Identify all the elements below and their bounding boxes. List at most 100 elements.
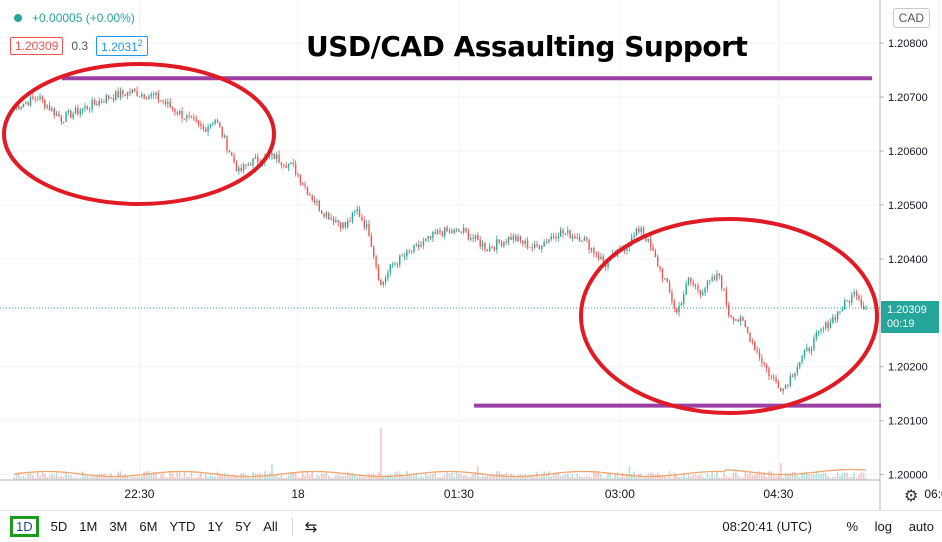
volume-bar [526, 476, 529, 480]
candle-body [560, 230, 562, 237]
candle-body [306, 186, 309, 195]
candle-body [297, 174, 299, 176]
candle-body [543, 241, 545, 247]
candle-body [98, 100, 100, 106]
candle-body [578, 237, 581, 242]
volume-bar [815, 472, 818, 480]
volume-bar [810, 474, 813, 480]
candle-body [119, 90, 122, 98]
x-tick-label: 03:00 [605, 487, 635, 501]
candle-body [219, 122, 221, 128]
candle-body [339, 222, 342, 229]
y-tick-label: 1.20500 [888, 200, 928, 212]
candle-body [675, 307, 678, 313]
candle-body [134, 89, 136, 91]
candle-body [155, 92, 157, 96]
volume-bar [574, 477, 576, 480]
divider [291, 517, 293, 536]
timeframe-1y[interactable]: 1Y [207, 519, 224, 534]
volume-bar [133, 476, 136, 480]
candle-body [536, 244, 538, 246]
x-tick-label: 01:30 [444, 487, 474, 501]
candle-body [318, 201, 320, 211]
volume-bar [581, 476, 583, 480]
log-toggle[interactable]: log [874, 519, 892, 534]
bid-price[interactable]: 1.20309 [10, 37, 64, 55]
candle-body [595, 252, 597, 255]
candle-body [692, 282, 694, 285]
volume-bar [834, 476, 837, 480]
y-tick-label: 1.20700 [888, 92, 928, 104]
candle-body [287, 164, 290, 168]
volume-bar [630, 473, 633, 480]
candle-body [768, 368, 770, 376]
candle-body [299, 174, 302, 184]
date-range-icon[interactable]: ⇆ [304, 518, 318, 536]
timeframe-3m[interactable]: 3M [109, 519, 128, 534]
timeframe-5y[interactable]: 5Y [235, 519, 252, 534]
candle-body [112, 97, 115, 101]
volume-bar [614, 474, 616, 480]
volume-bar [569, 476, 571, 480]
volume-bar [801, 472, 803, 480]
candle-body [758, 351, 761, 358]
volume-bar [439, 476, 441, 480]
volume-bar [432, 474, 434, 480]
candle-body [72, 113, 74, 119]
timeframe-5d[interactable]: 5D [50, 519, 68, 534]
gear-icon[interactable]: ⚙ [904, 488, 919, 505]
volume-bar [382, 477, 384, 480]
candle-body [77, 107, 79, 115]
currency-badge[interactable]: CAD [892, 8, 930, 28]
volume-ma-line [13, 468, 867, 478]
auto-toggle[interactable]: auto [908, 519, 934, 534]
candle-body [465, 228, 467, 232]
candle-body [825, 322, 827, 329]
candle-body [718, 273, 720, 276]
candle-body [822, 328, 825, 330]
candle-body [541, 246, 543, 249]
percent-toggle[interactable]: % [846, 519, 858, 534]
volume-bar [271, 464, 273, 480]
volume-bar [25, 477, 27, 480]
timeframe-all[interactable]: All [263, 519, 278, 534]
volume-bar [780, 463, 782, 480]
candle-body [834, 317, 836, 320]
volume-bar [623, 477, 626, 480]
candle-body [699, 290, 702, 296]
volume-bar [88, 476, 91, 480]
volume-bar [735, 471, 737, 480]
timeframe-1d[interactable]: 1D [10, 516, 39, 537]
volume-bar [266, 475, 269, 480]
candle-body [330, 217, 332, 220]
candle-body [633, 235, 635, 238]
volume-bar [375, 476, 377, 480]
volume-bar [212, 476, 214, 480]
timeframe-1m[interactable]: 1M [79, 519, 98, 534]
candle-body [751, 341, 754, 343]
volume-bar [214, 476, 216, 480]
candle-body [844, 300, 846, 310]
candle-body [702, 292, 704, 296]
timeframe-ytd[interactable]: YTD [169, 519, 196, 534]
volume-bar [664, 475, 666, 480]
volume-bar [538, 477, 541, 480]
volume-bar [782, 477, 784, 480]
ask-price[interactable]: 1.20312 [96, 36, 148, 56]
utc-clock[interactable]: 08:20:41 (UTC) [722, 519, 812, 534]
volume-bar [550, 476, 553, 480]
candle-body [782, 388, 784, 392]
volume-bar [91, 476, 93, 480]
volume-bar [62, 476, 65, 480]
volume-bar [48, 476, 51, 480]
candle-body [216, 119, 219, 123]
candle-body [642, 227, 645, 234]
volume-bar [299, 477, 302, 480]
candle-body [311, 195, 313, 201]
candle-body [212, 123, 214, 125]
timeframe-6m[interactable]: 6M [139, 519, 158, 534]
volume-bar [387, 474, 389, 480]
candle-body [285, 165, 287, 168]
candle-body [257, 156, 259, 163]
